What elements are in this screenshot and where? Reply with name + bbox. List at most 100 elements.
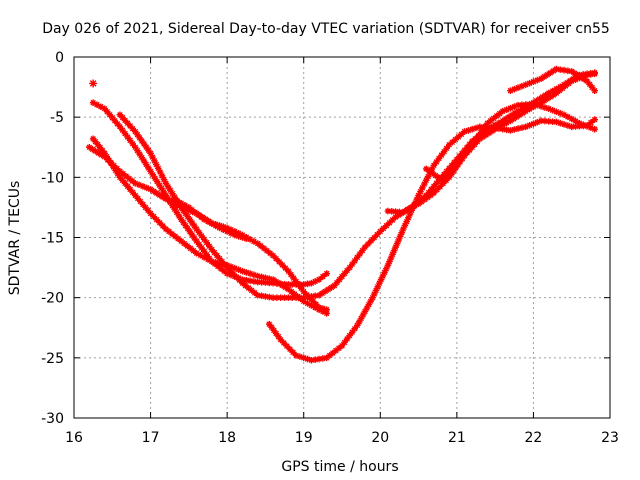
data-point-marker xyxy=(556,87,563,94)
data-point-marker xyxy=(160,176,168,183)
data-point-marker xyxy=(458,153,466,161)
data-point-marker xyxy=(351,325,359,333)
data-point-marker xyxy=(491,125,499,133)
data-point-marker xyxy=(572,117,579,125)
data-point-marker xyxy=(530,100,537,108)
data-point-marker xyxy=(125,175,133,182)
data-point-marker xyxy=(149,171,157,179)
data-point-marker xyxy=(455,133,462,141)
data-point-marker xyxy=(208,220,216,227)
data-point-marker xyxy=(395,236,402,244)
data-point-marker xyxy=(311,292,319,300)
data-point-marker xyxy=(392,208,399,215)
series-arc-6 xyxy=(265,116,598,364)
data-point-marker xyxy=(466,144,473,152)
data-point-marker xyxy=(536,95,543,103)
data-series-group xyxy=(86,65,598,364)
data-point-marker xyxy=(495,119,503,127)
data-point-marker xyxy=(147,168,154,175)
data-point-marker xyxy=(318,290,326,297)
data-point-marker xyxy=(135,181,143,189)
data-point-marker xyxy=(372,287,380,294)
data-point-marker xyxy=(269,276,277,283)
data-point-marker xyxy=(382,265,390,273)
data-point-marker xyxy=(485,129,493,137)
data-point-marker xyxy=(89,99,97,107)
data-point-marker xyxy=(124,133,131,141)
data-point-marker xyxy=(591,87,598,94)
data-point-marker xyxy=(272,255,280,262)
data-point-marker xyxy=(156,181,163,189)
data-point-marker xyxy=(526,121,533,129)
data-point-marker xyxy=(212,259,219,266)
data-point-marker xyxy=(559,84,566,92)
data-point-marker xyxy=(149,153,156,161)
data-point-marker xyxy=(564,67,572,75)
data-point-marker xyxy=(173,209,181,216)
data-point-marker xyxy=(553,118,560,126)
data-point-marker xyxy=(472,124,480,132)
data-point-marker xyxy=(370,234,378,242)
data-point-marker xyxy=(139,183,147,190)
data-point-marker xyxy=(145,164,152,172)
data-point-marker xyxy=(549,106,556,114)
data-point-marker xyxy=(503,119,510,127)
data-point-marker xyxy=(275,258,283,266)
data-point-marker xyxy=(508,111,516,119)
data-point-marker xyxy=(537,99,545,107)
data-point-marker xyxy=(153,216,160,223)
data-point-marker xyxy=(458,130,465,138)
data-point-marker xyxy=(273,294,281,301)
data-point-marker xyxy=(546,93,554,101)
data-point-marker xyxy=(499,125,507,133)
data-point-marker xyxy=(507,117,514,125)
data-point-marker xyxy=(283,342,291,350)
data-point-marker xyxy=(587,71,595,78)
data-point-marker xyxy=(211,249,218,256)
data-point-marker xyxy=(510,115,517,123)
data-point-marker xyxy=(443,144,450,152)
data-point-marker xyxy=(213,252,221,259)
data-point-marker xyxy=(143,184,151,192)
data-point-marker xyxy=(448,165,456,172)
data-point-marker xyxy=(451,162,458,170)
data-point-marker xyxy=(193,249,200,257)
data-point-marker xyxy=(425,189,433,196)
data-point-marker xyxy=(315,291,323,299)
data-point-marker xyxy=(461,150,468,158)
data-point-marker xyxy=(422,165,430,173)
data-point-marker xyxy=(142,143,150,151)
data-point-marker xyxy=(452,136,459,143)
data-point-marker xyxy=(430,183,438,190)
data-point-marker xyxy=(541,117,549,125)
data-point-marker xyxy=(300,354,308,362)
data-point-marker xyxy=(254,272,262,280)
data-point-marker xyxy=(348,260,356,268)
data-point-marker xyxy=(170,199,177,207)
data-point-marker xyxy=(190,247,197,255)
data-point-marker xyxy=(565,80,572,87)
data-point-marker xyxy=(319,308,327,315)
data-point-marker xyxy=(296,353,304,360)
data-point-marker xyxy=(131,180,139,187)
data-point-marker xyxy=(507,104,514,112)
data-point-marker xyxy=(193,225,200,233)
data-point-marker xyxy=(308,293,315,300)
data-point-marker xyxy=(399,208,407,216)
data-point-marker xyxy=(574,71,582,79)
data-point-marker xyxy=(379,272,387,280)
data-point-marker xyxy=(126,137,134,144)
data-point-marker xyxy=(415,200,422,208)
data-point-marker xyxy=(300,297,308,305)
data-point-marker xyxy=(479,126,487,133)
data-point-marker xyxy=(162,192,170,199)
data-point-marker xyxy=(300,281,308,288)
data-point-marker xyxy=(300,288,308,295)
data-point-marker xyxy=(288,294,296,301)
data-point-marker xyxy=(265,275,273,283)
y-tick-label: -30 xyxy=(41,411,64,427)
data-point-marker xyxy=(175,200,183,208)
data-point-marker xyxy=(396,232,404,240)
data-point-marker xyxy=(556,119,564,127)
data-point-marker xyxy=(89,135,97,143)
